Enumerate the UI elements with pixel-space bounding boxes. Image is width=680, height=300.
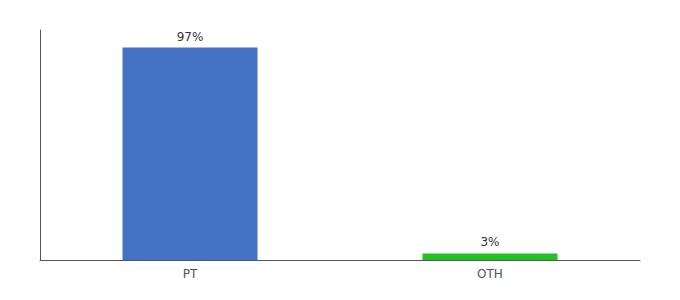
svg-text:OTH: OTH xyxy=(477,267,503,281)
svg-text:PT: PT xyxy=(183,267,198,281)
svg-text:3%: 3% xyxy=(480,235,499,249)
svg-text:97%: 97% xyxy=(177,30,204,44)
